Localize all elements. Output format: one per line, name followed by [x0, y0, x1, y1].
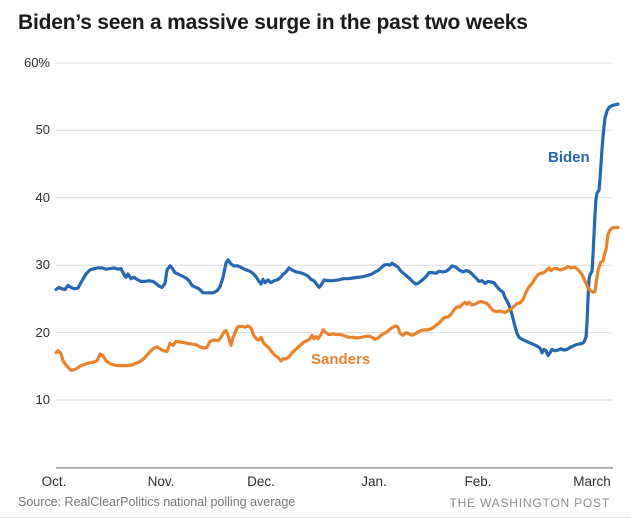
- y-tick-60: 60%: [23, 55, 50, 70]
- y-tick-10: 10: [35, 392, 50, 407]
- y-tick-50: 50: [35, 122, 50, 138]
- y-tick-30: 30: [35, 257, 50, 273]
- sanders-series-label: Sanders: [311, 351, 371, 368]
- x-tick-feb: Feb.: [464, 474, 492, 489]
- bottom-divider: [0, 517, 631, 518]
- chart-title: Biden’s seen a massive surge in the past…: [18, 11, 528, 34]
- y-tick-40: 40: [35, 189, 50, 205]
- x-tick-oct: Oct.: [41, 474, 67, 489]
- x-tick-dec: Dec.: [247, 474, 275, 489]
- x-tick-jan: Jan.: [361, 474, 387, 489]
- source-note: Source: RealClearPolitics national polli…: [18, 495, 296, 509]
- biden-series-label: Biden: [548, 149, 590, 166]
- y-tick-20: 20: [35, 324, 50, 340]
- x-tick-march: March: [573, 474, 611, 489]
- x-tick-nov: Nov.: [147, 474, 175, 489]
- biden-line: [54, 102, 620, 358]
- sanders-line: [54, 225, 620, 372]
- washington-post-credit: THE WASHINGTON POST: [449, 496, 610, 510]
